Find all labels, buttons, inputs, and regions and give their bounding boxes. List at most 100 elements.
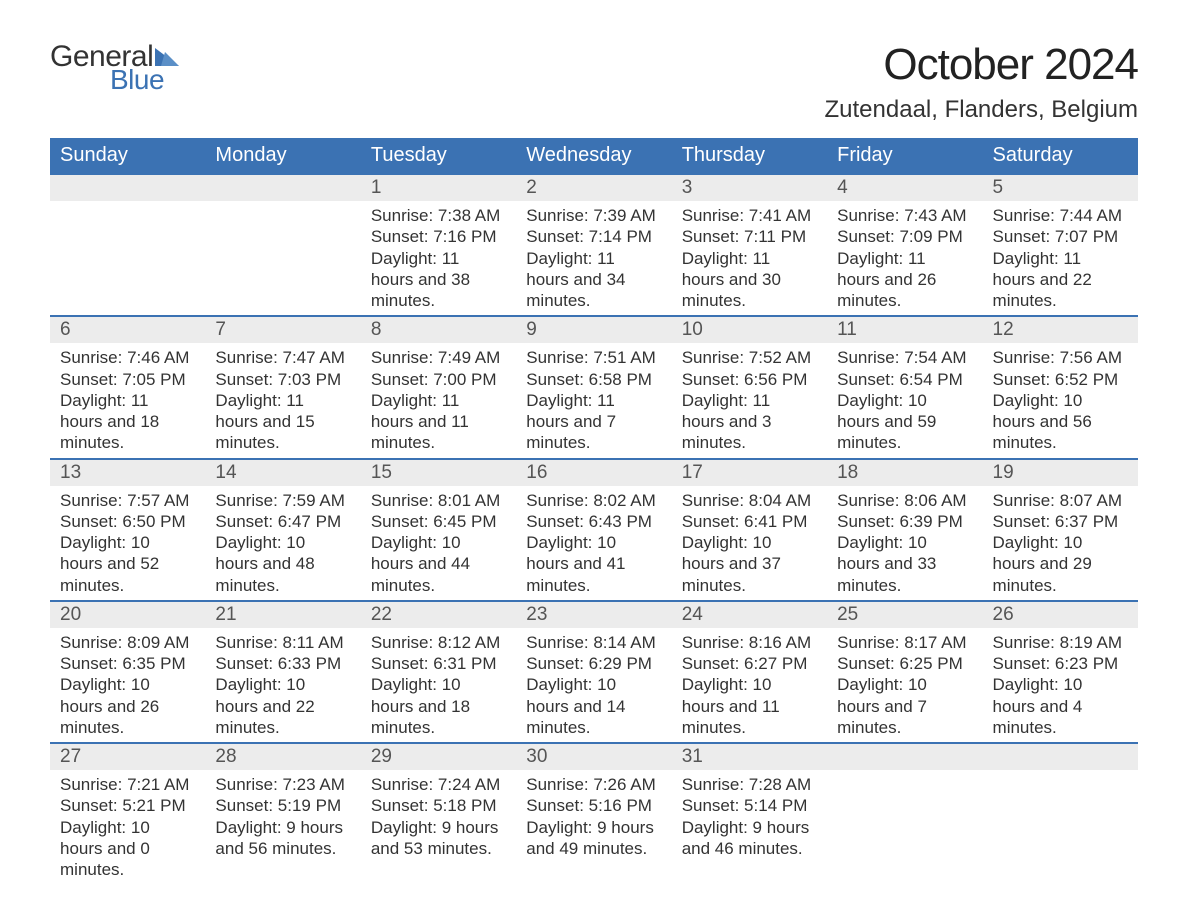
sunset-line: Sunset: 6:33 PM — [215, 653, 350, 674]
sunrise-line: Sunrise: 7:24 AM — [371, 774, 506, 795]
sunrise-line: Sunrise: 8:02 AM — [526, 490, 661, 511]
sunset-line: Sunset: 5:18 PM — [371, 795, 506, 816]
day-details: Sunrise: 8:02 AMSunset: 6:43 PMDaylight:… — [516, 486, 671, 600]
daylight-line: Daylight: 10 hours and 33 minutes. — [837, 532, 972, 596]
calendar-week-row: 6Sunrise: 7:46 AMSunset: 7:05 PMDaylight… — [50, 315, 1138, 457]
day-details: Sunrise: 7:24 AMSunset: 5:18 PMDaylight:… — [361, 770, 516, 863]
daylight-line: Daylight: 11 hours and 30 minutes. — [682, 248, 817, 312]
calendar-day-cell: 31Sunrise: 7:28 AMSunset: 5:14 PMDayligh… — [672, 742, 827, 884]
sunrise-line: Sunrise: 8:12 AM — [371, 632, 506, 653]
calendar-day-cell: 3Sunrise: 7:41 AMSunset: 7:11 PMDaylight… — [672, 173, 827, 315]
daylight-line: Daylight: 9 hours and 53 minutes. — [371, 817, 506, 860]
day-number: 23 — [516, 600, 671, 628]
daylight-line: Daylight: 11 hours and 22 minutes. — [993, 248, 1128, 312]
sunrise-line: Sunrise: 7:28 AM — [682, 774, 817, 795]
daylight-line: Daylight: 11 hours and 38 minutes. — [371, 248, 506, 312]
calendar-day-cell: 18Sunrise: 8:06 AMSunset: 6:39 PMDayligh… — [827, 458, 982, 600]
sunset-line: Sunset: 6:45 PM — [371, 511, 506, 532]
calendar-day-cell: 19Sunrise: 8:07 AMSunset: 6:37 PMDayligh… — [983, 458, 1138, 600]
day-details: Sunrise: 8:16 AMSunset: 6:27 PMDaylight:… — [672, 628, 827, 742]
day-details: Sunrise: 7:49 AMSunset: 7:00 PMDaylight:… — [361, 343, 516, 457]
sunset-line: Sunset: 6:35 PM — [60, 653, 195, 674]
calendar-day-cell: 5Sunrise: 7:44 AMSunset: 7:07 PMDaylight… — [983, 173, 1138, 315]
day-details: Sunrise: 7:47 AMSunset: 7:03 PMDaylight:… — [205, 343, 360, 457]
day-number: 13 — [50, 458, 205, 486]
day-details: Sunrise: 7:23 AMSunset: 5:19 PMDaylight:… — [205, 770, 360, 863]
sunset-line: Sunset: 6:56 PM — [682, 369, 817, 390]
sunrise-line: Sunrise: 7:56 AM — [993, 347, 1128, 368]
day-details: Sunrise: 7:44 AMSunset: 7:07 PMDaylight:… — [983, 201, 1138, 315]
sunset-line: Sunset: 6:23 PM — [993, 653, 1128, 674]
calendar-week-row: 20Sunrise: 8:09 AMSunset: 6:35 PMDayligh… — [50, 600, 1138, 742]
weekday-header: Saturday — [983, 138, 1138, 173]
day-number — [50, 173, 205, 201]
daylight-line: Daylight: 10 hours and 59 minutes. — [837, 390, 972, 454]
daylight-line: Daylight: 10 hours and 41 minutes. — [526, 532, 661, 596]
sunrise-line: Sunrise: 7:41 AM — [682, 205, 817, 226]
day-number: 28 — [205, 742, 360, 770]
sunset-line: Sunset: 7:09 PM — [837, 226, 972, 247]
day-details: Sunrise: 8:07 AMSunset: 6:37 PMDaylight:… — [983, 486, 1138, 600]
day-number: 5 — [983, 173, 1138, 201]
calendar-day-cell: 26Sunrise: 8:19 AMSunset: 6:23 PMDayligh… — [983, 600, 1138, 742]
sunrise-line: Sunrise: 7:54 AM — [837, 347, 972, 368]
day-number — [983, 742, 1138, 770]
calendar-day-cell: 13Sunrise: 7:57 AMSunset: 6:50 PMDayligh… — [50, 458, 205, 600]
day-number: 24 — [672, 600, 827, 628]
calendar-day-cell: 14Sunrise: 7:59 AMSunset: 6:47 PMDayligh… — [205, 458, 360, 600]
calendar-day-cell — [827, 742, 982, 884]
daylight-line: Daylight: 10 hours and 56 minutes. — [993, 390, 1128, 454]
day-details: Sunrise: 8:12 AMSunset: 6:31 PMDaylight:… — [361, 628, 516, 742]
calendar-week-row: 27Sunrise: 7:21 AMSunset: 5:21 PMDayligh… — [50, 742, 1138, 884]
daylight-line: Daylight: 10 hours and 52 minutes. — [60, 532, 195, 596]
calendar-header-row: SundayMondayTuesdayWednesdayThursdayFrid… — [50, 138, 1138, 173]
weekday-header: Wednesday — [516, 138, 671, 173]
day-number: 2 — [516, 173, 671, 201]
day-details — [827, 770, 982, 850]
calendar-week-row: 13Sunrise: 7:57 AMSunset: 6:50 PMDayligh… — [50, 458, 1138, 600]
sunset-line: Sunset: 7:07 PM — [993, 226, 1128, 247]
sunrise-line: Sunrise: 7:43 AM — [837, 205, 972, 226]
sunrise-line: Sunrise: 7:23 AM — [215, 774, 350, 795]
day-details: Sunrise: 8:04 AMSunset: 6:41 PMDaylight:… — [672, 486, 827, 600]
daylight-line: Daylight: 9 hours and 46 minutes. — [682, 817, 817, 860]
day-number: 19 — [983, 458, 1138, 486]
day-number: 10 — [672, 315, 827, 343]
calendar-table: SundayMondayTuesdayWednesdayThursdayFrid… — [50, 138, 1138, 884]
sunset-line: Sunset: 6:58 PM — [526, 369, 661, 390]
day-details: Sunrise: 7:46 AMSunset: 7:05 PMDaylight:… — [50, 343, 205, 457]
sunrise-line: Sunrise: 8:14 AM — [526, 632, 661, 653]
day-number: 31 — [672, 742, 827, 770]
sunrise-line: Sunrise: 7:51 AM — [526, 347, 661, 368]
sunset-line: Sunset: 7:03 PM — [215, 369, 350, 390]
day-details — [205, 201, 360, 281]
calendar-day-cell: 30Sunrise: 7:26 AMSunset: 5:16 PMDayligh… — [516, 742, 671, 884]
sunset-line: Sunset: 7:05 PM — [60, 369, 195, 390]
calendar-day-cell: 28Sunrise: 7:23 AMSunset: 5:19 PMDayligh… — [205, 742, 360, 884]
daylight-line: Daylight: 11 hours and 11 minutes. — [371, 390, 506, 454]
calendar-day-cell: 25Sunrise: 8:17 AMSunset: 6:25 PMDayligh… — [827, 600, 982, 742]
day-number: 4 — [827, 173, 982, 201]
daylight-line: Daylight: 9 hours and 56 minutes. — [215, 817, 350, 860]
calendar-day-cell: 22Sunrise: 8:12 AMSunset: 6:31 PMDayligh… — [361, 600, 516, 742]
calendar-day-cell: 23Sunrise: 8:14 AMSunset: 6:29 PMDayligh… — [516, 600, 671, 742]
sunrise-line: Sunrise: 7:47 AM — [215, 347, 350, 368]
weekday-header: Tuesday — [361, 138, 516, 173]
day-number: 12 — [983, 315, 1138, 343]
location-subtitle: Zutendaal, Flanders, Belgium — [825, 96, 1139, 124]
day-number: 6 — [50, 315, 205, 343]
sunrise-line: Sunrise: 8:04 AM — [682, 490, 817, 511]
sunset-line: Sunset: 6:47 PM — [215, 511, 350, 532]
day-details: Sunrise: 7:54 AMSunset: 6:54 PMDaylight:… — [827, 343, 982, 457]
sunset-line: Sunset: 5:21 PM — [60, 795, 195, 816]
day-number — [827, 742, 982, 770]
calendar-body: 1Sunrise: 7:38 AMSunset: 7:16 PMDaylight… — [50, 173, 1138, 884]
sunrise-line: Sunrise: 7:49 AM — [371, 347, 506, 368]
calendar-day-cell: 9Sunrise: 7:51 AMSunset: 6:58 PMDaylight… — [516, 315, 671, 457]
day-details: Sunrise: 7:39 AMSunset: 7:14 PMDaylight:… — [516, 201, 671, 315]
sunrise-line: Sunrise: 8:16 AM — [682, 632, 817, 653]
header: General Blue October 2024 Zutendaal, Fla… — [50, 40, 1138, 124]
day-number: 14 — [205, 458, 360, 486]
calendar-day-cell: 10Sunrise: 7:52 AMSunset: 6:56 PMDayligh… — [672, 315, 827, 457]
sunrise-line: Sunrise: 7:59 AM — [215, 490, 350, 511]
